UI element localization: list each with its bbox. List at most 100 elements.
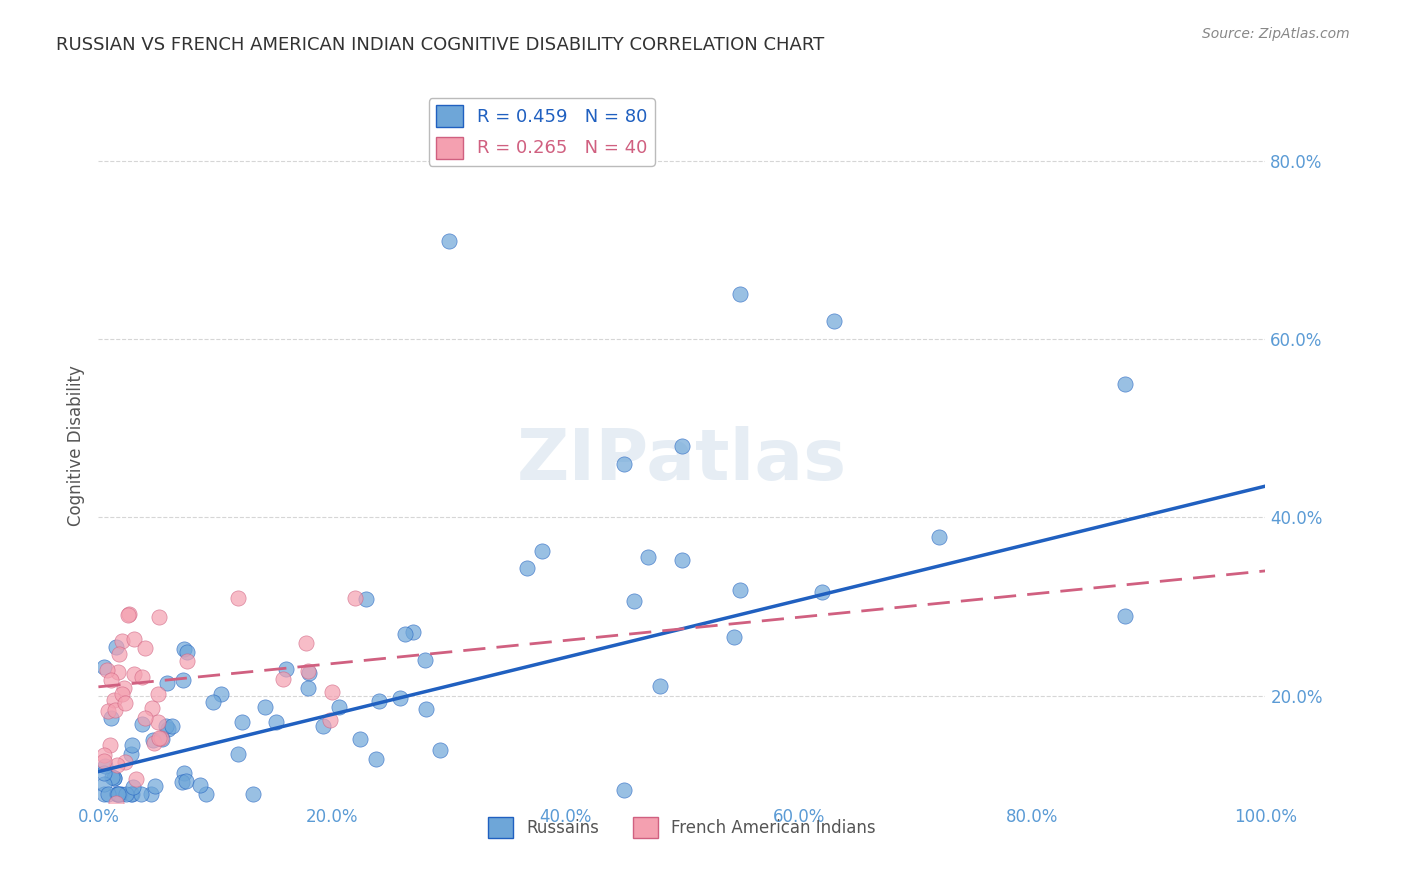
Russains: [176, 645, 198, 659]
Russains: [516, 561, 538, 575]
Russains: [173, 642, 195, 657]
French American Indians: [117, 608, 139, 623]
French American Indians: [107, 665, 129, 679]
Russains: [103, 771, 125, 785]
French American Indians: [105, 757, 128, 772]
Russains: [129, 787, 152, 801]
Russains: [141, 787, 163, 801]
Text: RUSSIAN VS FRENCH AMERICAN INDIAN COGNITIVE DISABILITY CORRELATION CHART: RUSSIAN VS FRENCH AMERICAN INDIAN COGNIT…: [56, 36, 824, 54]
Russains: [101, 771, 124, 785]
Russains: [131, 717, 153, 731]
Russains: [429, 743, 451, 757]
Russains: [226, 747, 249, 761]
Russains: [105, 787, 128, 801]
French American Indians: [176, 654, 198, 668]
Russains: [298, 665, 321, 680]
French American Indians: [318, 714, 340, 728]
Russains: [121, 738, 143, 752]
French American Indians: [93, 747, 115, 762]
Russains: [730, 582, 752, 597]
Russains: [811, 585, 834, 599]
French American Indians: [297, 664, 319, 678]
Russains: [328, 700, 350, 714]
Russains: [120, 747, 142, 762]
Russains: [730, 287, 752, 301]
Russains: [349, 732, 371, 747]
Russains: [107, 787, 129, 801]
Russains: [613, 783, 636, 797]
Russains: [623, 594, 645, 608]
Y-axis label: Cognitive Disability: Cognitive Disability: [66, 366, 84, 526]
Russains: [142, 733, 165, 747]
French American Indians: [122, 666, 145, 681]
Russains: [93, 777, 115, 791]
French American Indians: [134, 641, 156, 656]
Russains: [389, 691, 412, 706]
Russains: [276, 662, 298, 676]
Russains: [120, 787, 142, 801]
French American Indians: [148, 687, 170, 701]
Russains: [110, 787, 132, 801]
Russains: [394, 627, 416, 641]
French American Indians: [112, 681, 135, 695]
Russains: [93, 787, 115, 801]
French American Indians: [321, 685, 343, 699]
Russains: [104, 640, 127, 654]
Russains: [613, 457, 636, 471]
French American Indians: [125, 772, 148, 786]
Russains: [172, 673, 194, 687]
Legend: Russains, French American Indians: Russains, French American Indians: [481, 811, 883, 845]
Russains: [156, 675, 179, 690]
French American Indians: [104, 796, 127, 810]
French American Indians: [96, 663, 118, 677]
French American Indians: [114, 696, 136, 710]
French American Indians: [97, 704, 120, 718]
Russains: [368, 693, 391, 707]
Russains: [188, 778, 211, 792]
Russains: [209, 687, 232, 701]
Russains: [156, 722, 179, 736]
Russains: [231, 714, 253, 729]
Russains: [97, 787, 120, 801]
Russains: [415, 702, 437, 716]
Russains: [264, 714, 287, 729]
Russains: [150, 732, 173, 747]
Russains: [402, 624, 425, 639]
Russains: [202, 696, 225, 710]
Russains: [122, 780, 145, 794]
French American Indians: [148, 731, 170, 745]
Russains: [103, 771, 125, 785]
Russains: [155, 718, 177, 732]
Russains: [530, 543, 553, 558]
Russains: [437, 234, 460, 248]
Russains: [354, 592, 377, 607]
Russains: [650, 679, 672, 693]
French American Indians: [100, 673, 122, 687]
Russains: [637, 550, 659, 565]
Russains: [671, 439, 693, 453]
French American Indians: [134, 711, 156, 725]
French American Indians: [103, 693, 125, 707]
Text: Source: ZipAtlas.com: Source: ZipAtlas.com: [1202, 27, 1350, 41]
Russains: [364, 752, 387, 766]
French American Indians: [146, 715, 169, 730]
Text: ZIPatlas: ZIPatlas: [517, 425, 846, 495]
French American Indians: [108, 648, 131, 662]
Russains: [1114, 376, 1136, 391]
French American Indians: [344, 591, 367, 605]
Russains: [93, 660, 115, 674]
Russains: [928, 530, 950, 544]
French American Indians: [100, 738, 122, 752]
French American Indians: [228, 591, 250, 605]
Russains: [723, 630, 745, 644]
Russains: [100, 711, 122, 725]
French American Indians: [118, 607, 141, 621]
Russains: [174, 774, 197, 789]
Russains: [105, 787, 128, 801]
Russains: [413, 653, 436, 667]
French American Indians: [143, 735, 166, 749]
Russains: [162, 719, 184, 733]
French American Indians: [104, 703, 127, 717]
Russains: [311, 719, 333, 733]
French American Indians: [93, 754, 115, 768]
